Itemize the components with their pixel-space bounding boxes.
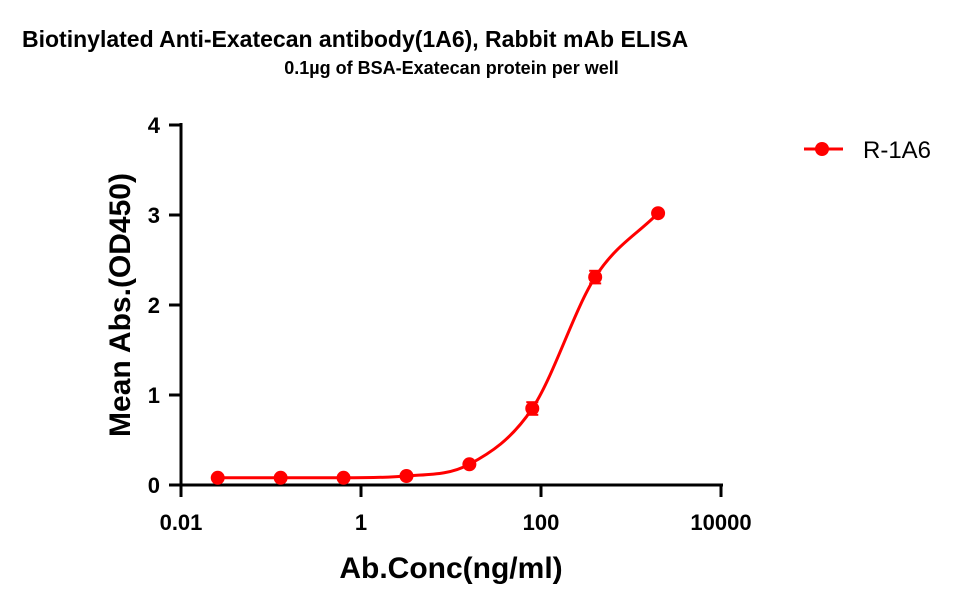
legend-label: R-1A6	[863, 137, 931, 164]
series-r-1a6	[210, 206, 666, 485]
y-tick-label: 0	[148, 473, 160, 498]
data-point	[210, 470, 225, 485]
data-point	[525, 401, 540, 416]
chart-subtitle: 0.1µg of BSA-Exatecan protein per well	[284, 58, 619, 78]
y-tick-label: 3	[148, 203, 160, 228]
fit-curve	[217, 212, 660, 480]
x-axis-title: Ab.Conc(ng/ml)	[339, 552, 562, 585]
data-point	[651, 206, 666, 221]
data-point	[462, 457, 477, 472]
y-tick-label: 4	[148, 113, 161, 138]
legend: R-1A6	[804, 137, 931, 164]
legend-marker-icon	[815, 142, 829, 156]
chart-title: Biotinylated Anti-Exatecan antibody(1A6)…	[22, 26, 689, 52]
y-axis-title: Mean Abs.(OD450)	[104, 173, 137, 437]
x-tick-label: 1	[355, 510, 367, 535]
data-point	[399, 469, 414, 483]
y-tick-label: 1	[148, 383, 160, 408]
y-tick-label: 2	[148, 293, 160, 318]
data-point	[336, 470, 351, 485]
x-tick-label: 100	[523, 510, 560, 535]
y-ticks: 0 1 2 3 4	[148, 113, 181, 498]
data-point	[588, 270, 603, 285]
x-tick-label: 10000	[690, 510, 751, 535]
axes	[169, 123, 723, 497]
x-tick-label: 0.01	[160, 510, 203, 535]
data-point	[273, 470, 288, 485]
x-ticks: 0.01 1 100 10000	[160, 485, 752, 535]
